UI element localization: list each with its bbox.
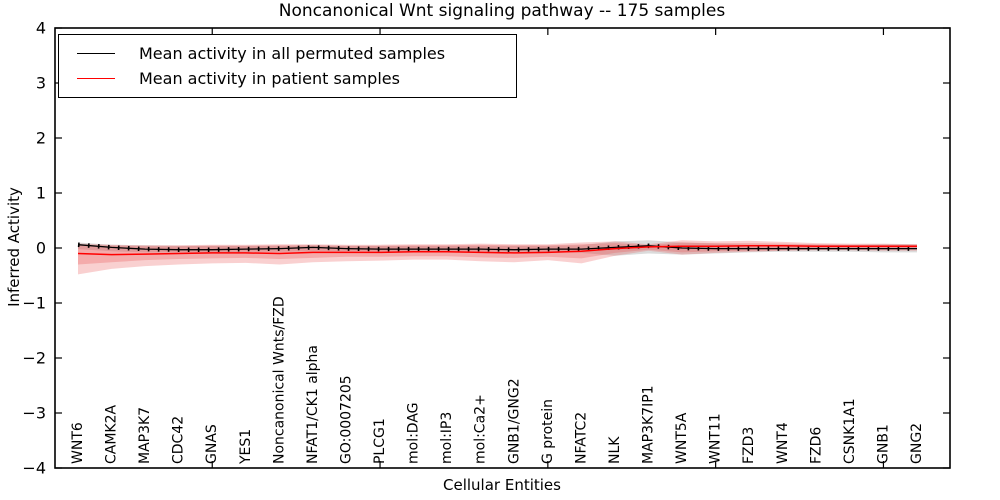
x-entity-label: MAP3K7: [137, 407, 153, 464]
legend-item-permuted: Mean activity in all permuted samples: [59, 44, 516, 63]
y-tick-label: 0: [36, 239, 46, 258]
chart-title: Noncanonical Wnt signaling pathway -- 17…: [278, 1, 726, 21]
x-entity-label: GNB1/GNG2: [506, 378, 522, 464]
x-entity-label: NFAT1/CK1 alpha: [305, 345, 321, 464]
x-axis-label: Cellular Entities: [443, 476, 561, 494]
x-entity-label: FZD6: [808, 427, 824, 464]
patient-mean-line: [77, 245, 917, 256]
x-entity-label: Noncanonical Wnts/FZD: [271, 296, 287, 464]
x-entity-label: GNB1: [875, 424, 891, 464]
x-entity-label: NLK: [607, 436, 623, 464]
legend-label-patient: Mean activity in patient samples: [139, 69, 400, 89]
x-entity-label: G protein: [540, 399, 556, 464]
y-tick-label: 1: [36, 184, 46, 203]
x-entity-label: mol:IP3: [439, 412, 455, 464]
y-tick-label: −3: [22, 404, 46, 423]
permuted-samples-spread-band: [78, 240, 917, 256]
x-entity-label: WNT11: [708, 413, 724, 464]
legend-label-permuted: Mean activity in all permuted samples: [139, 43, 446, 63]
y-axis-label: Inferred Activity: [5, 187, 23, 307]
x-entity-label: YES1: [238, 429, 254, 465]
x-entity-label: CSNK1A1: [842, 398, 858, 464]
y-tick-label: −4: [22, 459, 46, 478]
y-tick-label: 2: [36, 129, 46, 148]
x-entity-label: CDC42: [171, 416, 187, 464]
x-entity-label: mol:DAG: [406, 402, 422, 464]
x-entity-label: CAMK2A: [104, 404, 120, 464]
x-entity-label: WNT4: [775, 422, 791, 464]
legend-line-sample-patient: [77, 78, 115, 80]
x-entity-label: FZD3: [741, 427, 757, 464]
x-entity-label: mol:Ca2+: [473, 394, 489, 464]
legend-line-sample-permuted: [77, 52, 115, 54]
y-tick-label: −1: [22, 294, 46, 313]
legend: Mean activity in all permuted samples Me…: [58, 34, 517, 98]
y-tick-label: 3: [36, 74, 46, 93]
x-entity-label: WNT5A: [674, 412, 690, 464]
x-entity-label: GNG2: [909, 423, 925, 464]
x-entity-label: GO:0007205: [338, 375, 354, 464]
x-entity-label: NFATC2: [573, 412, 589, 464]
legend-item-patient: Mean activity in patient samples: [59, 69, 516, 88]
x-entity-label: GNAS: [204, 424, 220, 464]
y-tick-label: 4: [36, 19, 46, 38]
x-entity-label: MAP3K7IP1: [641, 385, 657, 464]
y-tick-label: −2: [22, 349, 46, 368]
x-entity-label: PLCG1: [372, 418, 388, 464]
x-entity-label: WNT6: [70, 422, 86, 464]
permuted-mean-line: [77, 244, 917, 251]
